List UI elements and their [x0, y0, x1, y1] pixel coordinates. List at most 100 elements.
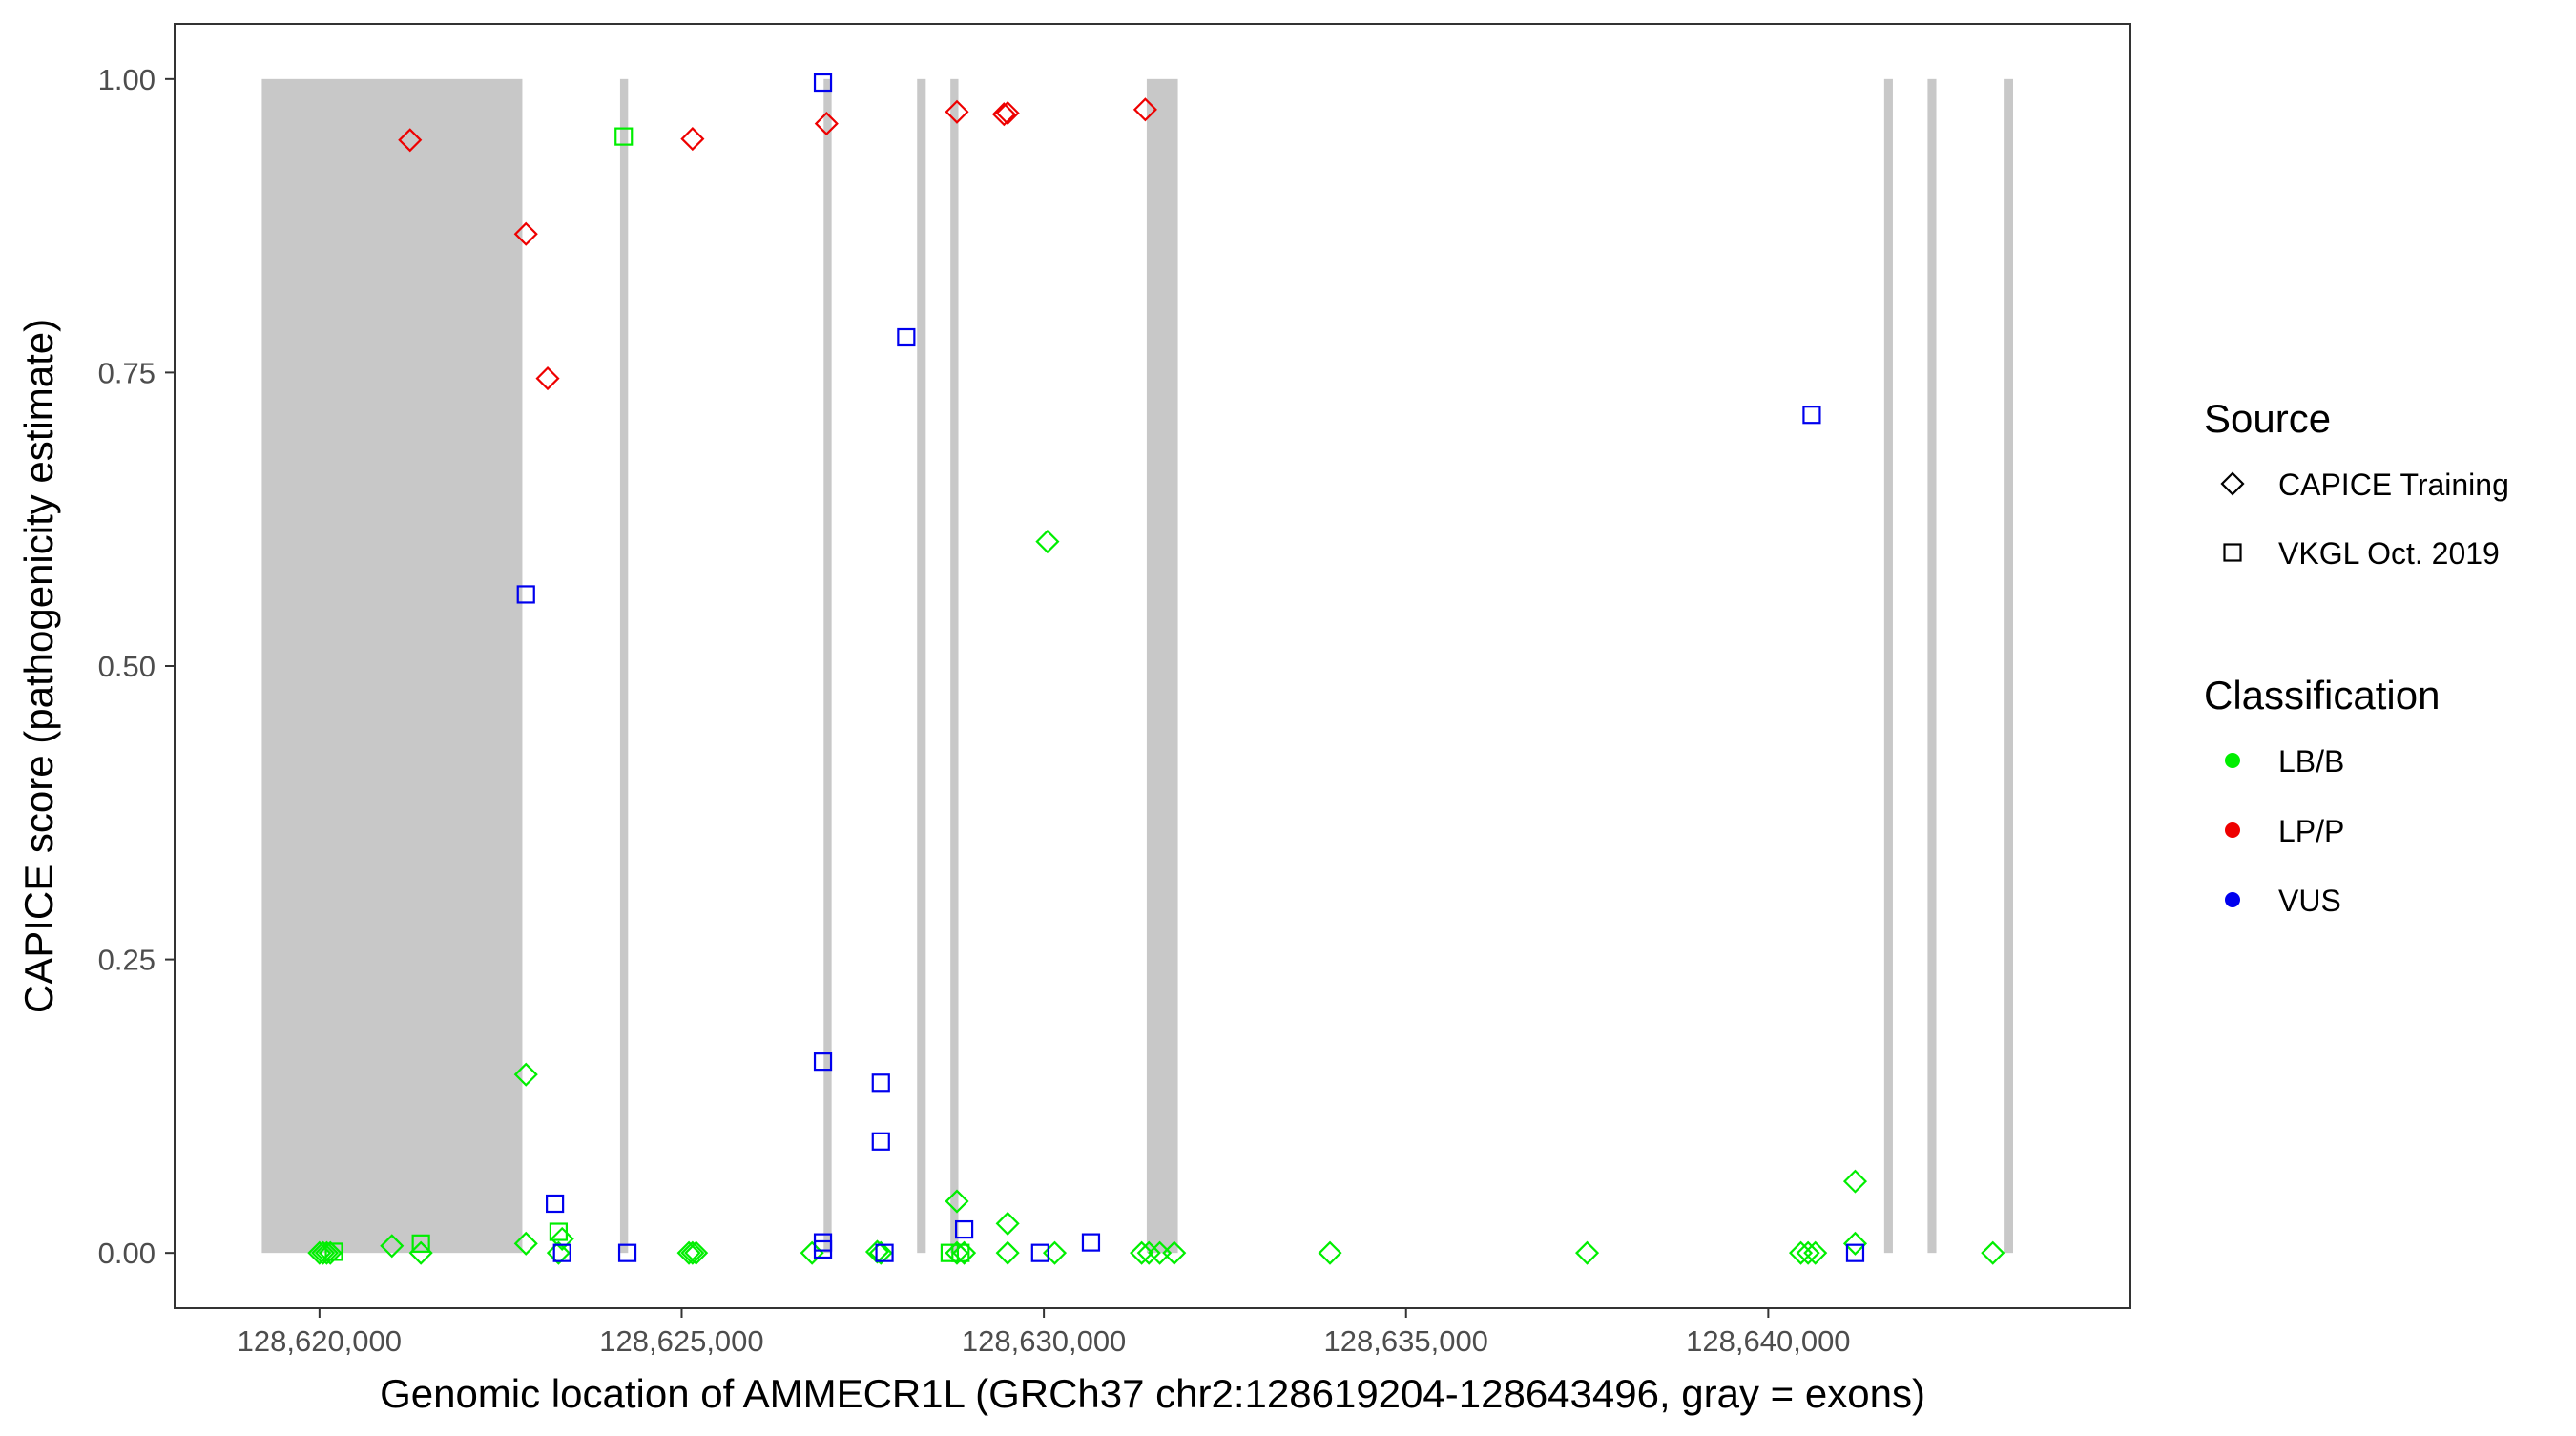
- vkgl-point: [549, 1222, 569, 1241]
- x-axis-title: Genomic location of AMMECR1L (GRCh37 chr…: [380, 1371, 1925, 1416]
- legend-source-capice-label: CAPICE Training: [2278, 468, 2509, 502]
- y-tick-label: 0.50: [98, 650, 156, 683]
- training-point: [814, 112, 839, 136]
- vkgl-point: [813, 1239, 833, 1259]
- vkgl-point: [1081, 1233, 1101, 1252]
- training-point: [398, 128, 423, 153]
- exon-band: [917, 78, 926, 1254]
- training-point: [676, 1240, 701, 1265]
- training-point: [991, 102, 1016, 127]
- training-point: [314, 1240, 340, 1265]
- legend-square-key: [2223, 543, 2242, 562]
- training-point: [380, 1234, 405, 1259]
- axis-layer: 128,620,000 128,625,000 128,630,000 128,635…: [98, 63, 1851, 1358]
- exon-band: [1927, 78, 1937, 1254]
- y-tick-label: 0.25: [98, 944, 156, 977]
- exon-band: [823, 78, 832, 1254]
- training-point: [1981, 1240, 2005, 1265]
- training-point: [684, 1240, 709, 1265]
- training-point: [868, 1240, 893, 1265]
- vkgl-point: [1030, 1243, 1049, 1262]
- y-axis-title: CAPICE score (pathogenicity estimate): [16, 319, 61, 1013]
- vkgl-point: [411, 1234, 430, 1253]
- vkgl-point: [1802, 406, 1821, 425]
- training-point: [864, 1239, 890, 1264]
- vkgl-point: [1845, 1243, 1865, 1262]
- training-point: [1803, 1240, 1828, 1265]
- x-tick-label: 128,640,000: [1686, 1324, 1850, 1358]
- y-tick-label: 0.00: [98, 1237, 156, 1270]
- exon-band: [950, 78, 959, 1254]
- training-point: [1130, 1240, 1154, 1265]
- exon-band: [2004, 78, 2013, 1254]
- legend-color-key: [2225, 753, 2240, 768]
- training-point: [1162, 1240, 1187, 1265]
- vkgl-point: [813, 73, 833, 93]
- legend-color-key: [2225, 822, 2240, 838]
- vkgl-point: [516, 585, 535, 604]
- vkgl-point: [871, 1132, 890, 1151]
- point-layer: [307, 73, 2005, 1265]
- training-point: [513, 1231, 538, 1256]
- training-point: [546, 1240, 571, 1265]
- vkgl-point: [897, 327, 916, 347]
- y-tick-label: 0.75: [98, 356, 156, 389]
- vkgl-point: [552, 1243, 571, 1262]
- vkgl-point: [546, 1194, 565, 1214]
- exon-layer: [261, 78, 2013, 1254]
- training-point: [1035, 530, 1060, 554]
- training-point: [311, 1240, 336, 1265]
- training-point: [318, 1240, 343, 1265]
- training-point: [680, 1240, 705, 1265]
- training-point: [513, 1062, 538, 1087]
- x-tick-label: 128,625,000: [599, 1324, 763, 1358]
- exon-band: [1146, 78, 1178, 1254]
- x-tick-label: 128,620,000: [238, 1324, 402, 1358]
- vkgl-point: [614, 127, 634, 146]
- vkgl-point: [871, 1073, 890, 1093]
- vkgl-point: [813, 1052, 833, 1072]
- training-point: [535, 366, 560, 391]
- vkgl-point: [875, 1243, 894, 1262]
- y-tick-label: 1.00: [98, 63, 156, 96]
- training-point: [513, 221, 538, 246]
- vkgl-point: [617, 1243, 637, 1262]
- exon-band: [1883, 78, 1893, 1254]
- training-point: [1318, 1240, 1342, 1265]
- training-point: [945, 1240, 969, 1265]
- training-point: [1796, 1240, 1820, 1265]
- training-point: [680, 127, 705, 152]
- legend-class-lbb-label: LB/B: [2278, 744, 2344, 779]
- training-point: [1574, 1240, 1600, 1265]
- vkgl-point: [951, 1243, 970, 1262]
- training-point: [945, 99, 969, 124]
- training-point: [1136, 1240, 1161, 1265]
- training-point: [1842, 1169, 1868, 1194]
- training-point: [1132, 97, 1157, 122]
- legend-class-lpp-label: LP/P: [2278, 814, 2344, 848]
- x-tick-label: 128,635,000: [1324, 1324, 1488, 1358]
- legend-source-title: Source: [2204, 396, 2331, 441]
- vkgl-point: [954, 1219, 974, 1239]
- training-point: [945, 1189, 969, 1214]
- legend-classification-title: Classification: [2204, 673, 2440, 718]
- training-point: [1842, 1231, 1868, 1256]
- training-point: [408, 1240, 433, 1265]
- x-tick-label: 128,630,000: [962, 1324, 1126, 1358]
- legend-keys: [2220, 471, 2245, 907]
- legend: Source CAPICE Training VKGL Oct. 2019 Cl…: [2204, 396, 2509, 918]
- legend-class-vus-label: VUS: [2278, 884, 2341, 918]
- legend-diamond-key: [2220, 471, 2245, 496]
- exon-band: [619, 78, 629, 1254]
- vkgl-point: [324, 1242, 343, 1261]
- vkgl-point: [940, 1243, 960, 1262]
- training-point: [995, 100, 1020, 126]
- legend-source-vkgl-label: VKGL Oct. 2019: [2278, 536, 2500, 571]
- exon-band: [261, 78, 523, 1254]
- training-point: [550, 1226, 574, 1251]
- training-point: [995, 1240, 1020, 1265]
- legend-color-key: [2225, 892, 2240, 907]
- training-point: [995, 1211, 1020, 1236]
